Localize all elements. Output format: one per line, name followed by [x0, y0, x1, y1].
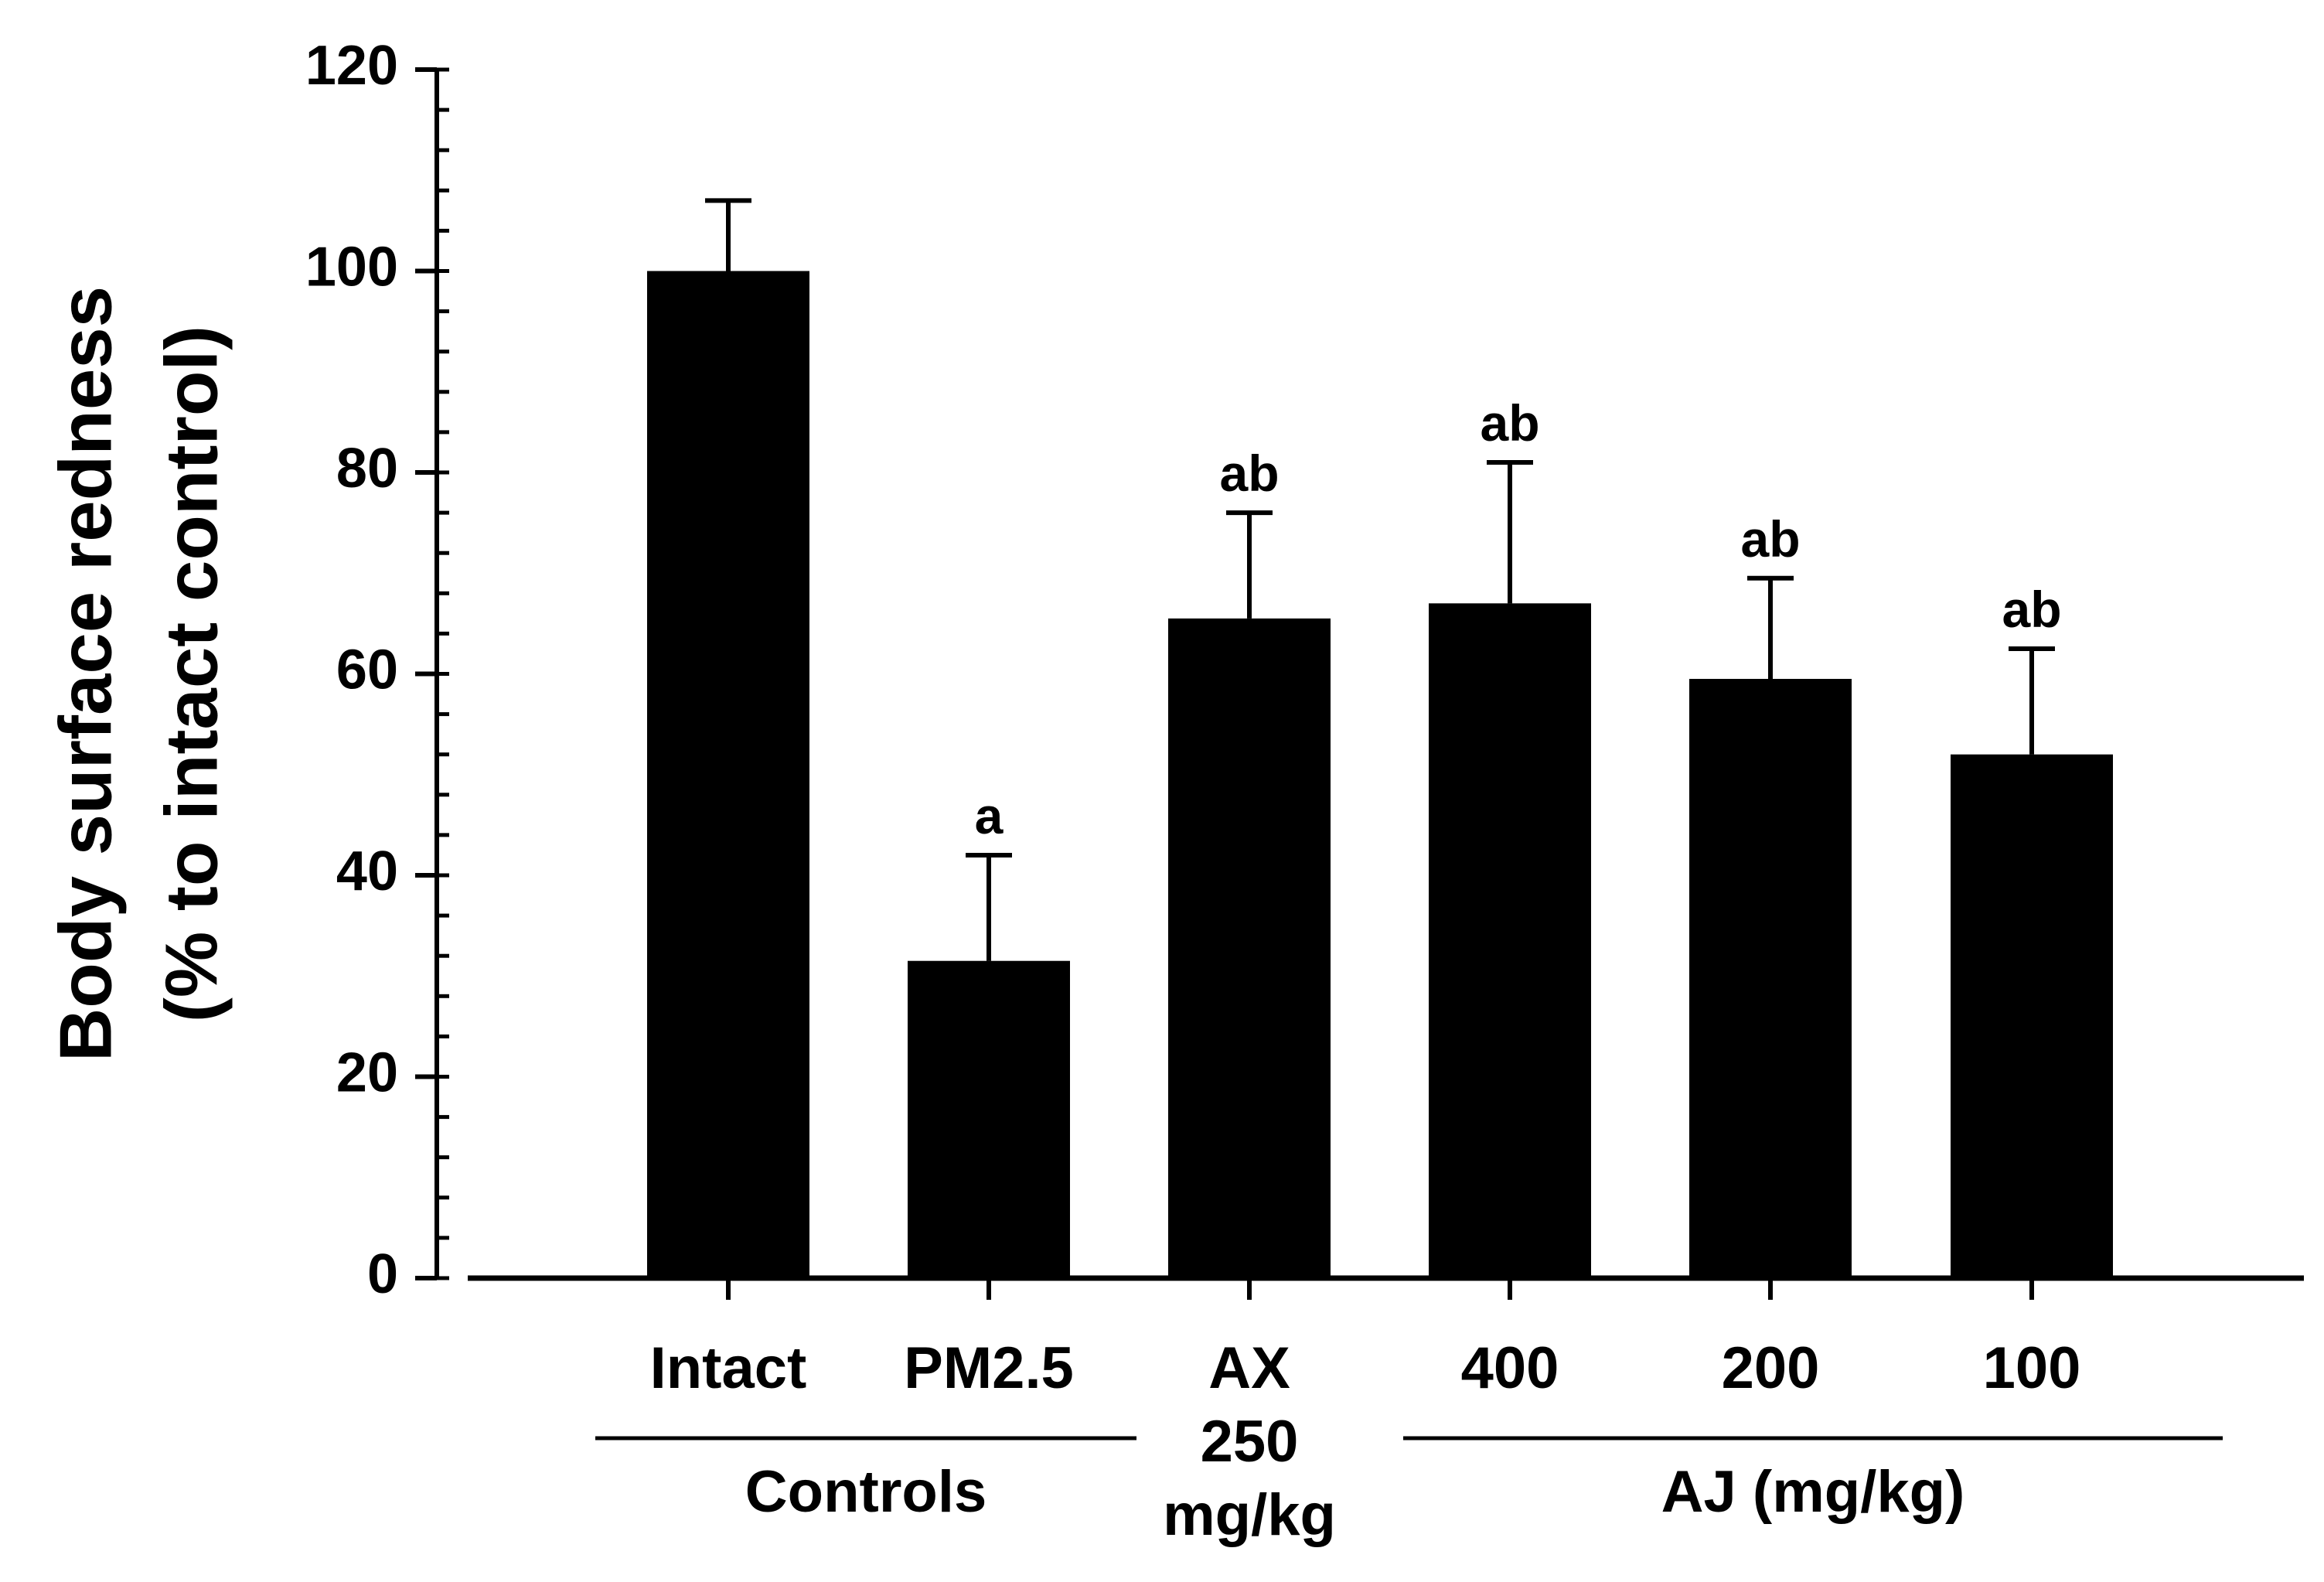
y-tick-label: 20 [336, 1042, 398, 1104]
significance-label: a [975, 787, 1004, 844]
significance-label: ab [2002, 581, 2061, 638]
bar [1951, 754, 2113, 1278]
bar [647, 271, 809, 1278]
y-axis-label-line: Body surface redness [44, 286, 127, 1062]
x-tick-label: PM2.5 [904, 1335, 1074, 1401]
group-label: AJ (mg/kg) [1661, 1459, 1965, 1525]
bar [1168, 618, 1331, 1278]
bar [908, 960, 1070, 1278]
x-tick-label: AX [1208, 1335, 1290, 1401]
x-tick-sublabel: 250 [1201, 1409, 1299, 1475]
x-tick-label: 200 [1722, 1335, 1820, 1401]
y-axis-label-line: (% to intact control) [150, 326, 233, 1022]
x-tick-label: 100 [1983, 1335, 2081, 1401]
y-tick-label: 60 [336, 639, 398, 701]
y-tick-label: 100 [305, 237, 398, 298]
y-tick-label: 0 [367, 1243, 398, 1305]
significance-label: ab [1219, 445, 1279, 502]
bar [1689, 679, 1852, 1278]
x-tick-labels: Intact PM2.5 AX 250 mg/kg 400 200 100 [650, 1335, 2081, 1548]
y-axis-label: Body surface redness (% to intact control… [44, 286, 233, 1062]
x-tick-sublabel: mg/kg [1163, 1482, 1336, 1548]
significance-label: ab [1480, 394, 1539, 452]
x-tick-label: Intact [650, 1335, 807, 1401]
group-labels: Controls AJ (mg/kg) [595, 1436, 2223, 1525]
y-axis: 0 20 40 60 80 100 120 [305, 35, 449, 1305]
group-label: Controls [745, 1459, 987, 1525]
y-tick-label: 80 [336, 438, 398, 499]
y-tick-label: 120 [305, 35, 398, 97]
y-tick-label: 40 [336, 840, 398, 902]
bars: a ab ab ab ab [647, 198, 2113, 1300]
x-tick-label: 400 [1461, 1335, 1559, 1401]
bar [1429, 603, 1591, 1278]
significance-label: ab [1740, 510, 1800, 568]
